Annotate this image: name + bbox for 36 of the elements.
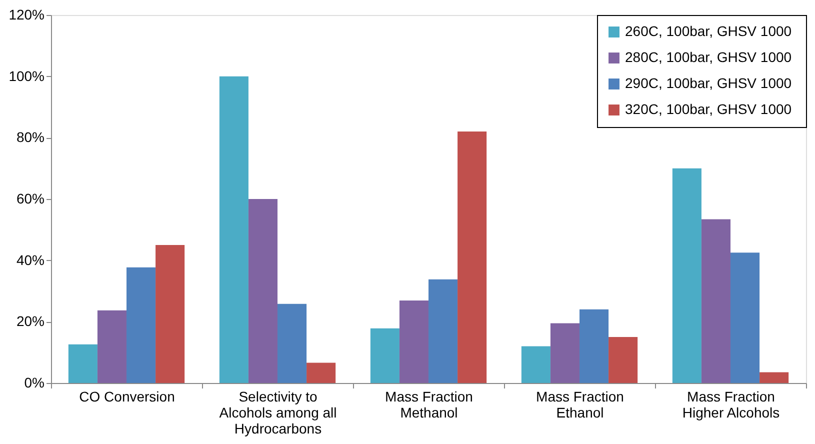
bar [248,199,278,383]
y-tick-label: 40% [16,252,44,268]
bar [219,76,248,383]
y-tick-label: 100% [8,68,44,84]
x-tick-label: Mass Fraction Ethanol [536,388,624,420]
bar [701,219,730,383]
bar [370,328,400,383]
bar [97,310,126,383]
bar [672,168,702,383]
bar [278,304,307,383]
x-tick-label: Selectivity to Alcohols among all Hydrocarbons [219,388,337,436]
bar [68,344,98,383]
bar [306,362,336,383]
legend-label: 320C, 100bar, GHSV 1000 [625,101,792,117]
bar [730,252,760,383]
bar [156,245,185,383]
y-tick-label: 120% [8,6,44,22]
y-tick-label: 60% [16,190,44,206]
x-tick-label: Mass Fraction Methanol [385,388,473,420]
bar [521,346,550,383]
x-tick-label: Mass Fraction Higher Alcohols [682,388,780,420]
y-tick-label: 0% [24,374,44,390]
bar [458,132,487,383]
bar [608,337,638,383]
legend-label: 280C, 100bar, GHSV 1000 [625,49,792,65]
legend-label: 260C, 100bar, GHSV 1000 [625,23,792,39]
bar [760,372,789,383]
y-tick-label: 80% [16,129,44,146]
legend-label: 290C, 100bar, GHSV 1000 [625,75,792,91]
y-tick-label: 20% [16,313,44,330]
x-tick-label: CO Conversion [79,388,175,404]
bar [126,267,156,383]
bar [428,279,458,383]
bar [550,323,580,383]
bar [399,300,428,383]
bar [580,309,609,383]
